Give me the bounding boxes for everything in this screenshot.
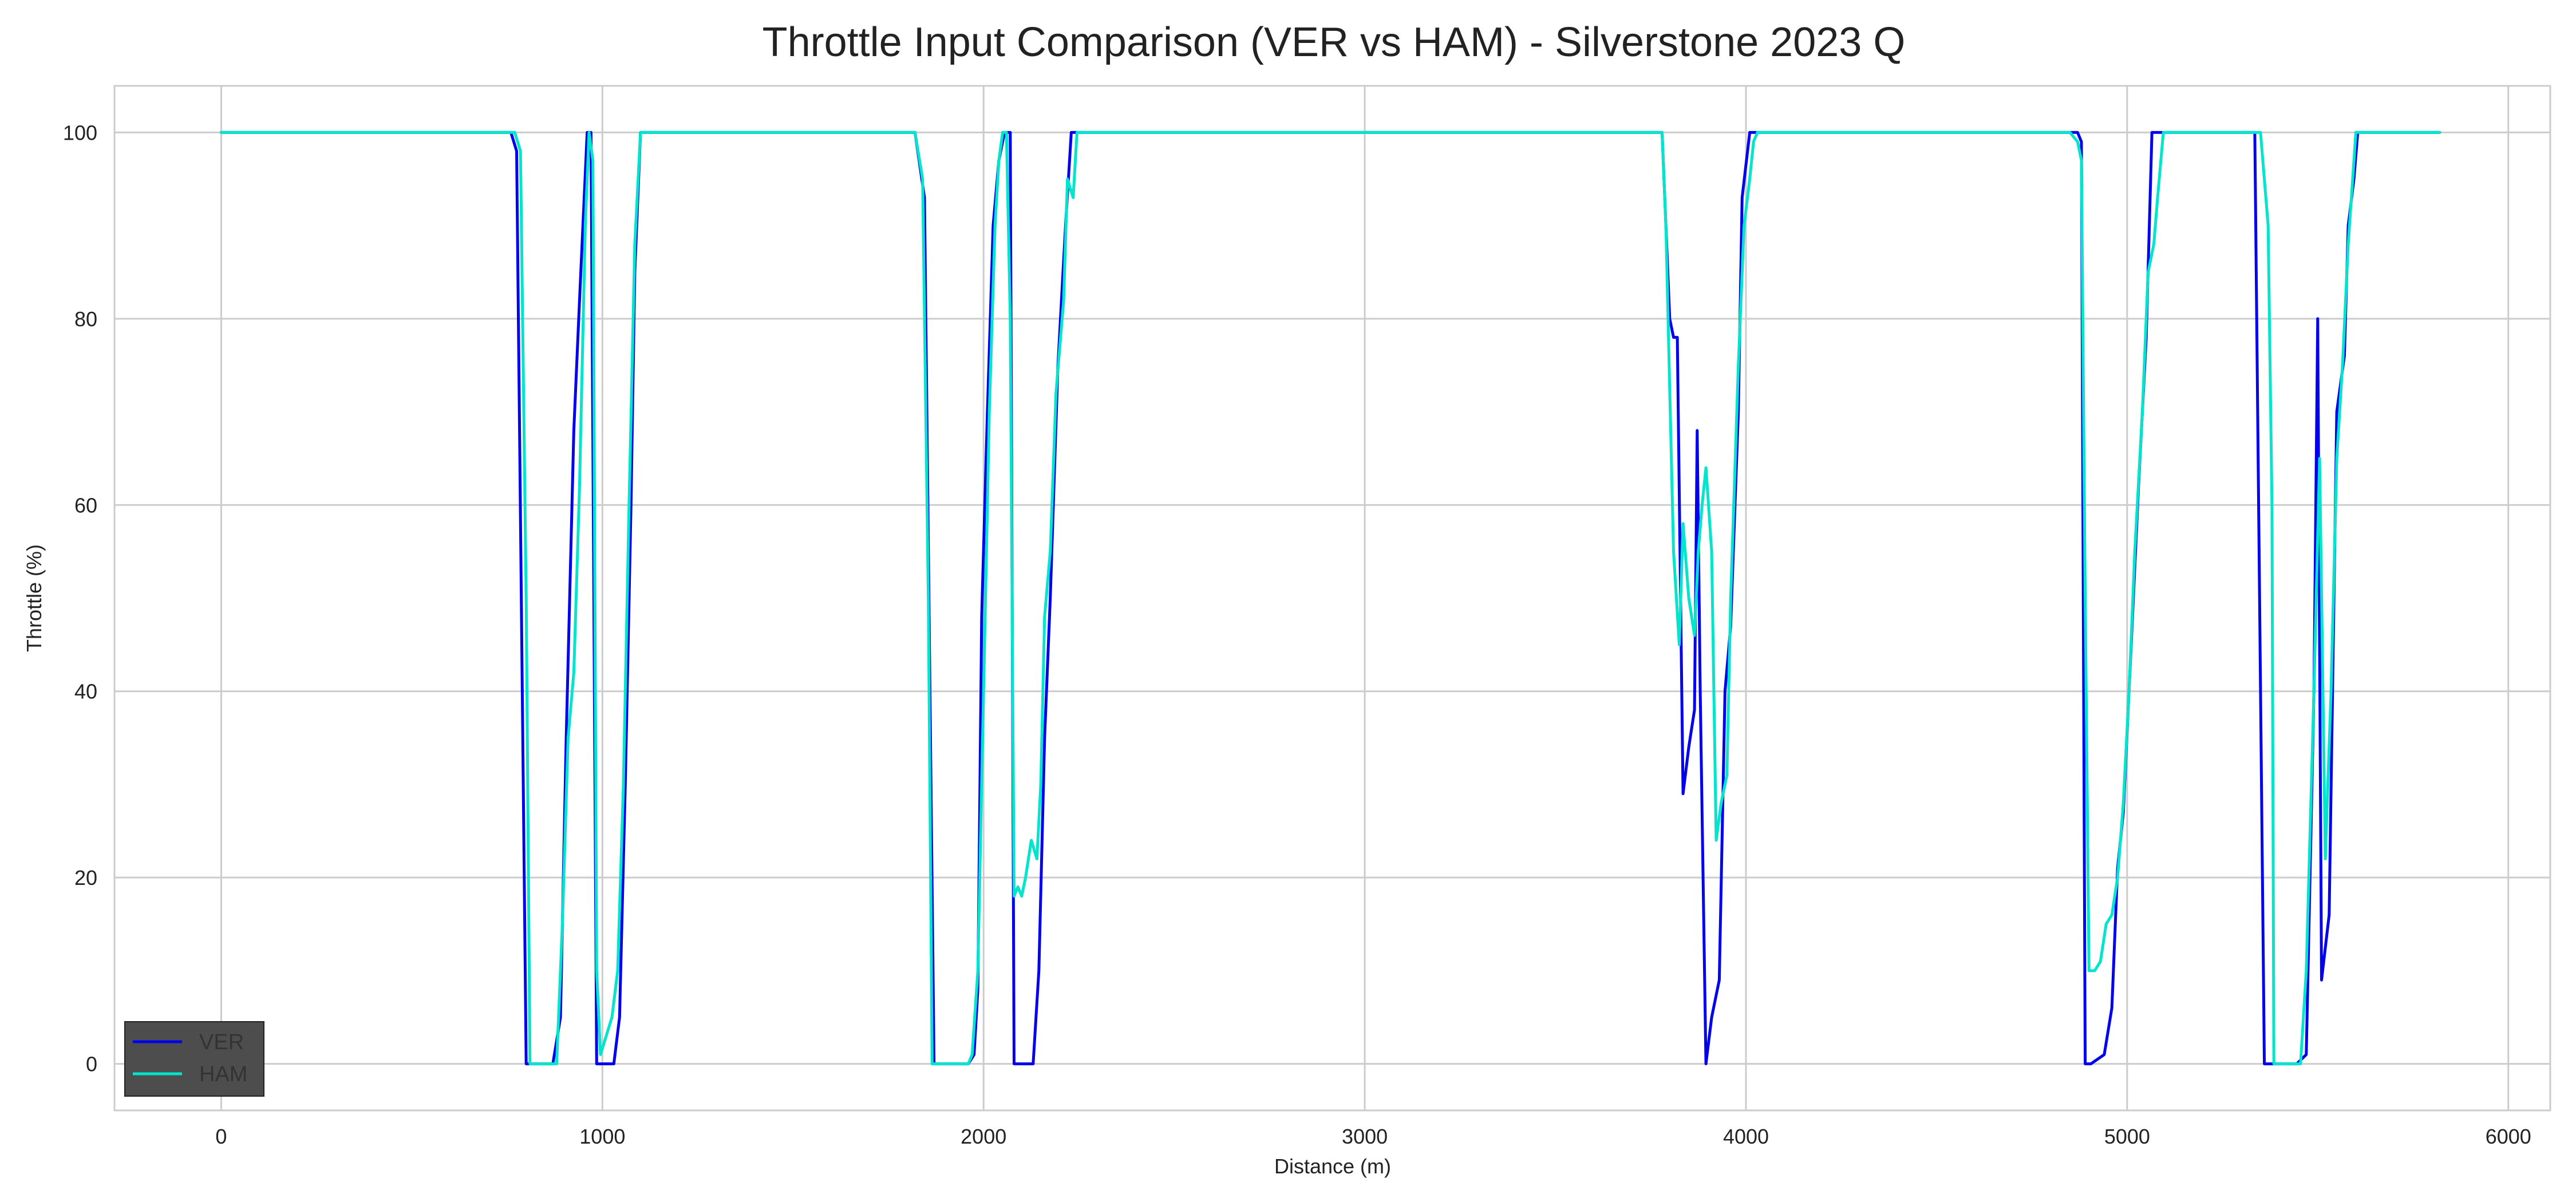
legend-label-ham: HAM bbox=[199, 1062, 247, 1086]
legend-box bbox=[124, 1021, 264, 1097]
x-axis-label: Distance (m) bbox=[1274, 1154, 1391, 1178]
chart-title: Throttle Input Comparison (VER vs HAM) -… bbox=[762, 19, 1906, 65]
y-tick-label: 100 bbox=[63, 121, 97, 144]
y-tick-label: 40 bbox=[74, 680, 97, 703]
x-tick-label: 1000 bbox=[579, 1125, 625, 1148]
x-tick-label: 2000 bbox=[961, 1125, 1006, 1148]
y-tick-label: 60 bbox=[74, 493, 97, 517]
legend: VER HAM bbox=[124, 1021, 264, 1097]
y-tick-labels: 0 20 40 60 80 100 bbox=[63, 121, 97, 1076]
series-lines bbox=[219, 131, 2441, 1066]
series-line-ham bbox=[219, 131, 2441, 1066]
x-tick-label: 6000 bbox=[2486, 1125, 2531, 1148]
legend-label-ver: VER bbox=[199, 1030, 244, 1054]
y-tick-label: 20 bbox=[74, 866, 97, 889]
x-tick-label: 5000 bbox=[2104, 1125, 2150, 1148]
y-axis-label: Throttle (%) bbox=[22, 544, 46, 652]
x-tick-label: 3000 bbox=[1342, 1125, 1388, 1148]
y-tick-label: 0 bbox=[86, 1053, 97, 1076]
x-tick-label: 4000 bbox=[1723, 1125, 1769, 1148]
y-tick-label: 80 bbox=[74, 307, 97, 331]
plot-area bbox=[113, 85, 2551, 1112]
x-tick-label: 0 bbox=[215, 1125, 227, 1148]
x-tick-labels: 0 1000 2000 3000 4000 5000 6000 bbox=[215, 1125, 2531, 1148]
